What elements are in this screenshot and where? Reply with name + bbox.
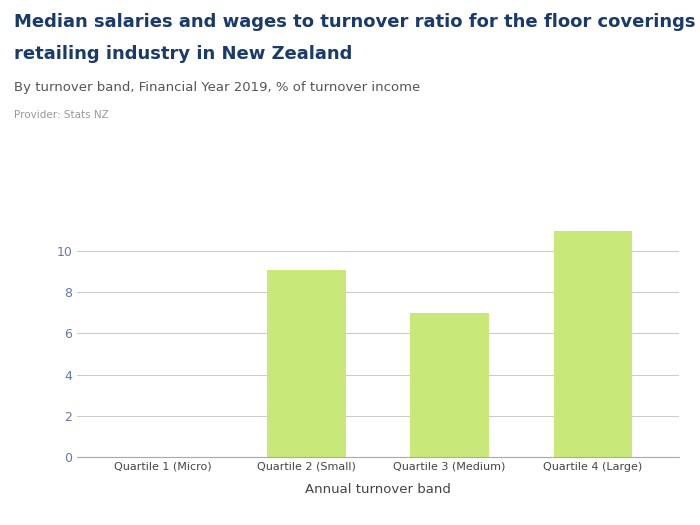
Text: figure.nz: figure.nz bbox=[587, 22, 663, 36]
X-axis label: Annual turnover band: Annual turnover band bbox=[305, 482, 451, 496]
Text: By turnover band, Financial Year 2019, % of turnover income: By turnover band, Financial Year 2019, %… bbox=[14, 81, 420, 94]
Text: Median salaries and wages to turnover ratio for the floor coverings: Median salaries and wages to turnover ra… bbox=[14, 13, 696, 31]
Bar bbox=[267, 270, 346, 457]
Bar bbox=[554, 230, 632, 457]
Text: retailing industry in New Zealand: retailing industry in New Zealand bbox=[14, 45, 352, 62]
Text: Provider: Stats NZ: Provider: Stats NZ bbox=[14, 110, 108, 120]
Bar bbox=[410, 313, 489, 457]
